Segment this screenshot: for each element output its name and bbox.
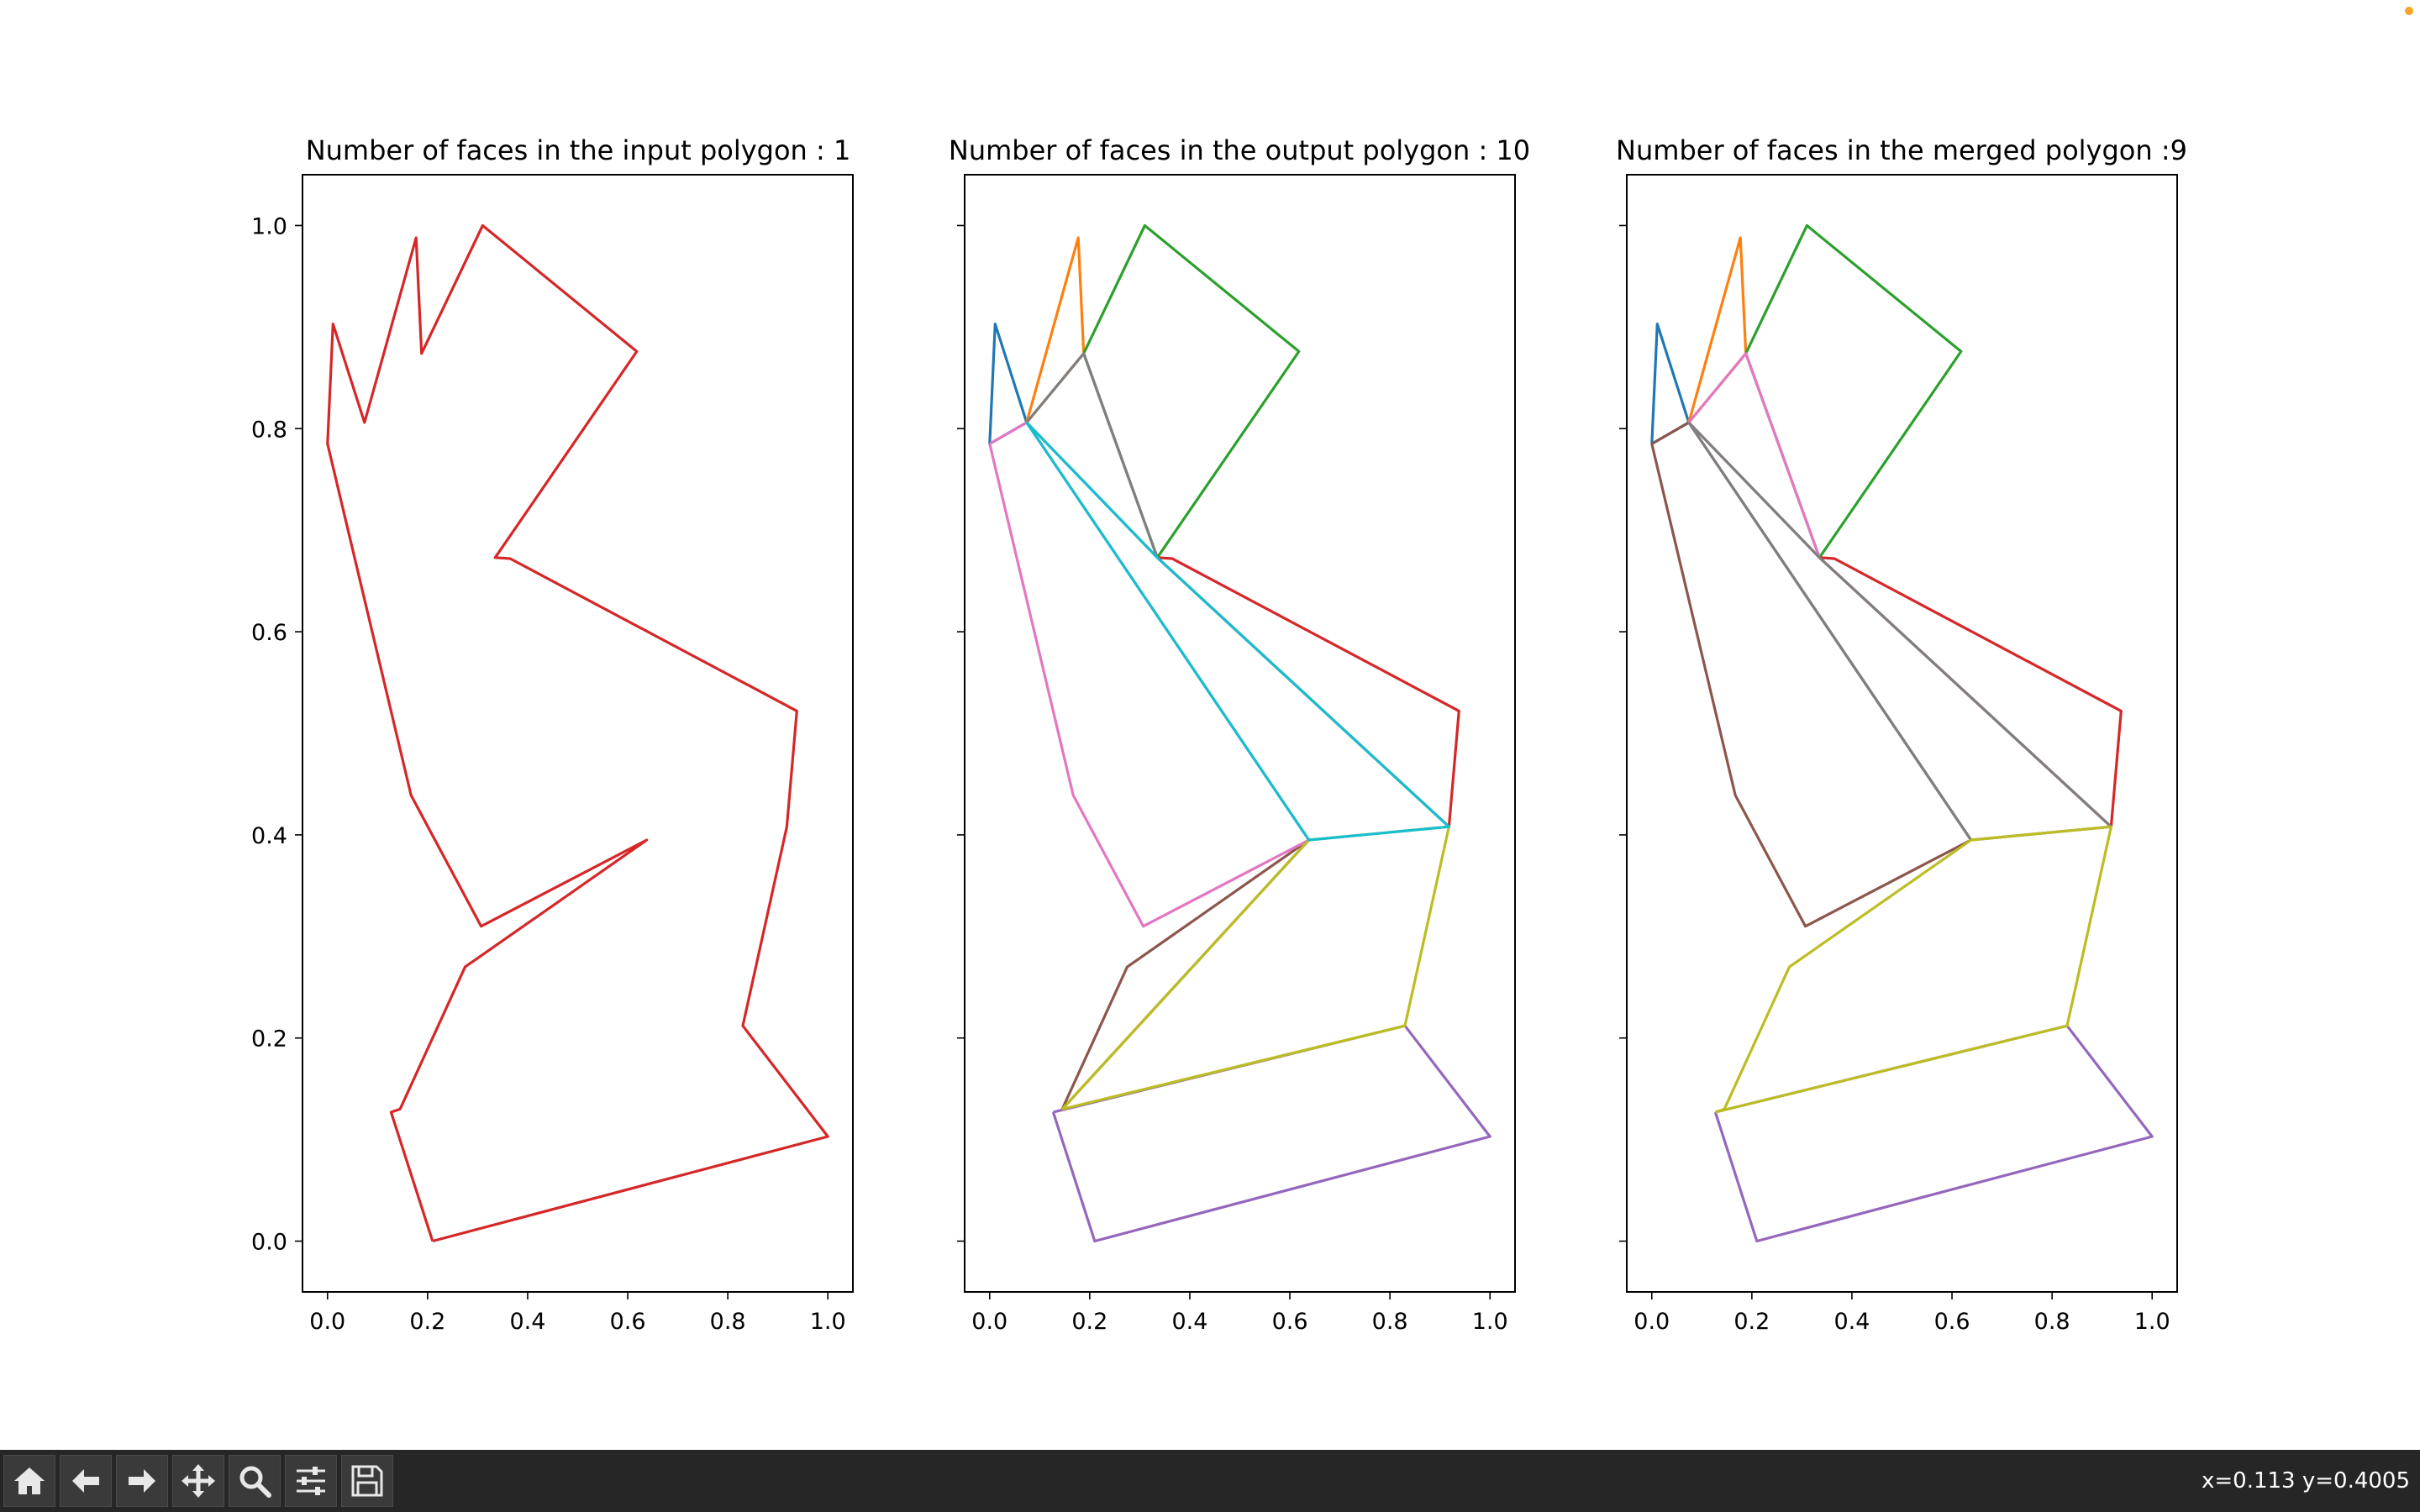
panel-title-merged: Number of faces in the merged polygon :9 [1616,134,2187,166]
configure-subplots-button[interactable] [285,1455,337,1507]
x-tick-label: 0.4 [1833,1309,1870,1335]
x-tick-label: 1.0 [2134,1309,2170,1335]
x-tick-label: 0.8 [2034,1309,2070,1335]
series-line-1 [1687,236,1748,424]
y-tick-label: 0.8 [251,417,287,443]
back-arrow-icon [72,1469,99,1493]
axes-frame [964,174,1516,1293]
x-tick-label: 0.0 [971,1309,1007,1335]
y-tick-label: 0.4 [251,823,287,849]
y-tick-label: 1.0 [251,213,287,239]
y-tick-label: 0.2 [251,1026,287,1053]
back-button[interactable] [60,1455,112,1507]
y-tick-label: 0.6 [251,620,287,646]
series-line-2 [1744,223,1963,559]
axes-frame [1626,174,2178,1293]
axes-frame [302,174,854,1293]
series-line-6 [988,421,1311,928]
panel-input-polygon: Number of faces in the input polygon : 1… [251,134,854,1335]
pan-move-icon [182,1464,215,1498]
panel-output-polygon: Number of faces in the output polygon : … [949,134,1530,1335]
x-tick-label: 0.8 [1372,1309,1408,1335]
panel-merged-polygon: Number of faces in the merged polygon :9… [1616,134,2187,1335]
home-icon [14,1467,45,1494]
save-floppy-icon [351,1465,383,1497]
series-line-5 [1650,421,1973,928]
x-tick-label: 0.6 [610,1309,646,1335]
pan-button[interactable] [172,1455,224,1507]
configure-subplots-icon [297,1467,325,1495]
status-indicator-dot [2405,7,2413,15]
save-button[interactable] [341,1455,393,1507]
x-tick-label: 0.4 [509,1309,545,1335]
series-line-9 [1025,421,1451,842]
x-tick-label: 0.2 [1071,1309,1107,1335]
x-tick-label: 0.8 [710,1309,746,1335]
x-tick-label: 0.0 [1634,1309,1670,1335]
home-button[interactable] [3,1455,55,1507]
series-line-1 [1025,236,1086,424]
panel-title-input: Number of faces in the input polygon : 1 [306,134,851,166]
x-tick-label: 0.6 [1934,1309,1970,1335]
x-tick-label: 0.2 [409,1309,445,1335]
figure-canvas: Number of faces in the input polygon : 1… [251,134,2187,1335]
x-tick-label: 1.0 [810,1309,846,1335]
panel-title-output: Number of faces in the output polygon : … [949,134,1530,166]
zoom-button[interactable] [229,1455,281,1507]
series-line-8 [1714,825,2112,1114]
x-tick-label: 0.4 [1171,1309,1207,1335]
cursor-coordinates-readout: x=0.113 y=0.4005 [2201,1468,2410,1494]
y-tick-label: 0.0 [251,1230,287,1256]
series-line-6 [1687,352,1821,559]
x-tick-label: 0.0 [309,1309,345,1335]
series-line-7 [1025,352,1159,559]
navigation-toolbar [0,1450,2420,1512]
zoom-magnifier-icon [239,1466,271,1498]
x-tick-label: 1.0 [1472,1309,1508,1335]
forward-button[interactable] [116,1455,168,1507]
forward-arrow-icon [129,1469,155,1493]
x-tick-label: 0.2 [1733,1309,1770,1335]
series-line-7 [1687,421,2112,842]
series-line-0 [326,223,829,1243]
series-line-2 [1082,223,1301,559]
x-tick-label: 0.6 [1272,1309,1308,1335]
